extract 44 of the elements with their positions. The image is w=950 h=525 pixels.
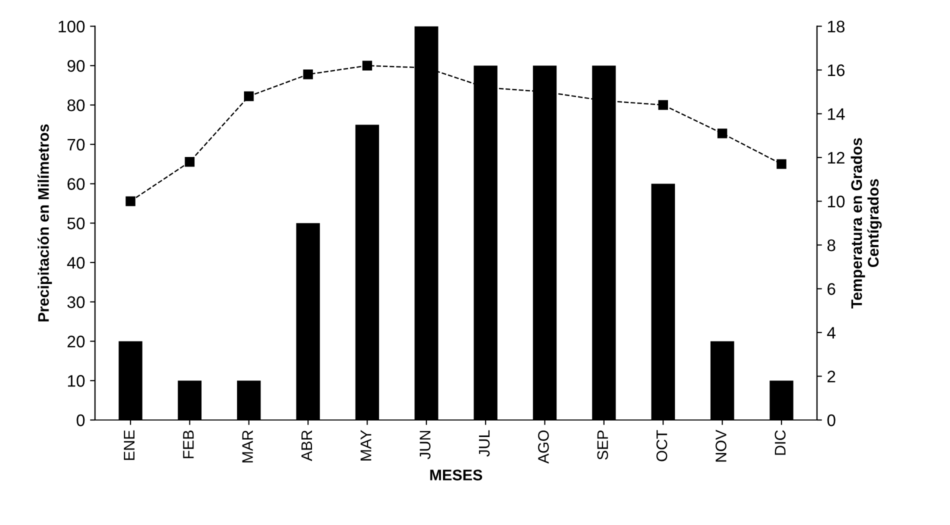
x-axis-title: MESES (430, 470, 482, 480)
x-tick-label: OCT (656, 430, 668, 462)
y2-tick-label: 16 (828, 64, 845, 76)
x-tick-label: SEP (597, 430, 608, 460)
point (244, 91, 254, 102)
y2-axis-title: Temperatura en Grados Centígrados (850, 138, 882, 309)
y2-tick-label: 0 (827, 414, 836, 426)
x-tick-label: MAY (360, 430, 372, 460)
y-tick-label: 90 (68, 60, 85, 72)
x-tick-label: AGO (538, 430, 549, 464)
y-tick-label: 70 (68, 138, 85, 151)
y-tick-label: 100 (58, 20, 85, 32)
point (184, 157, 195, 167)
x-tick-label: MAR (242, 430, 253, 462)
y2-tick-label: 2 (828, 370, 836, 382)
y2-tick-label: 18 (828, 20, 845, 32)
y-tick-label: 40 (67, 256, 85, 269)
point (776, 159, 786, 169)
y-tick-label: 80 (67, 99, 85, 112)
y2-tick-label: 8 (827, 239, 836, 252)
y2-tick-label: 10 (828, 196, 845, 208)
y-tick-label: 60 (68, 178, 85, 190)
point (303, 70, 313, 80)
y-tick-label: 10 (68, 375, 85, 387)
point (658, 100, 668, 110)
y2-tick-label: 4 (827, 327, 836, 339)
x-tick-label: DIC (774, 430, 786, 455)
x-tick-label: ENE (124, 430, 134, 460)
x-tick-label: NOV (716, 430, 726, 462)
y2-tick-label: 6 (828, 283, 836, 295)
y-tick-label: 20 (68, 336, 85, 348)
point (126, 196, 136, 206)
x-tick-label: JUN (420, 430, 431, 460)
y-tick-label: 30 (67, 296, 85, 308)
y2-tick-label: 14 (828, 108, 845, 120)
x-tick-label: JUL (479, 430, 490, 457)
y-axis-title: Precipitación en Milímetros (38, 124, 52, 322)
point (717, 128, 728, 138)
x-tick-label: FEB (183, 430, 194, 458)
y-tick-label: 50 (67, 218, 85, 230)
y-tick-label: 0 (76, 414, 85, 426)
y2-tick-label: 12 (828, 152, 844, 164)
x-tick-label: ABR (301, 430, 312, 462)
point (362, 60, 372, 70)
